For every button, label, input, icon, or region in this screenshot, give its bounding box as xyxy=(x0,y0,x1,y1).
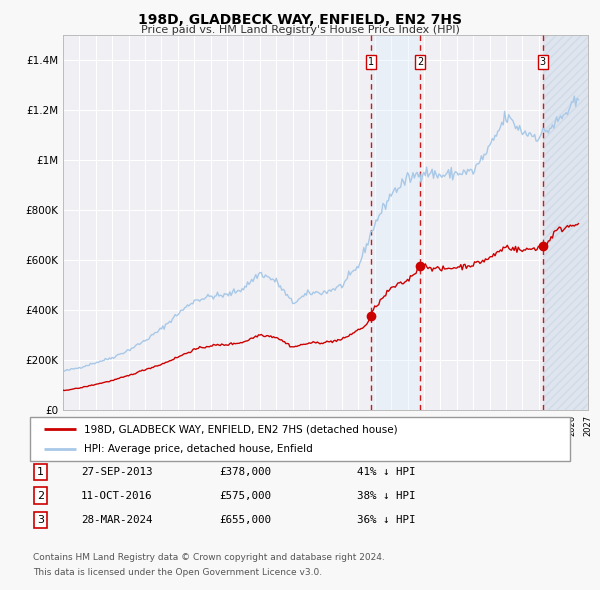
Text: 2: 2 xyxy=(417,57,424,67)
Text: HPI: Average price, detached house, Enfield: HPI: Average price, detached house, Enfi… xyxy=(84,444,313,454)
Text: Price paid vs. HM Land Registry's House Price Index (HPI): Price paid vs. HM Land Registry's House … xyxy=(140,25,460,35)
Text: 2: 2 xyxy=(37,491,44,500)
Text: 11-OCT-2016: 11-OCT-2016 xyxy=(81,491,152,500)
Bar xyxy=(543,35,588,410)
Text: 41% ↓ HPI: 41% ↓ HPI xyxy=(357,467,415,477)
Text: £655,000: £655,000 xyxy=(219,516,271,525)
Text: This data is licensed under the Open Government Licence v3.0.: This data is licensed under the Open Gov… xyxy=(33,568,322,577)
Text: 3: 3 xyxy=(540,57,546,67)
Text: £378,000: £378,000 xyxy=(219,467,271,477)
Bar xyxy=(543,35,588,410)
Text: 198D, GLADBECK WAY, ENFIELD, EN2 7HS (detached house): 198D, GLADBECK WAY, ENFIELD, EN2 7HS (de… xyxy=(84,424,398,434)
Bar xyxy=(371,35,421,410)
Text: 27-SEP-2013: 27-SEP-2013 xyxy=(81,467,152,477)
Text: Contains HM Land Registry data © Crown copyright and database right 2024.: Contains HM Land Registry data © Crown c… xyxy=(33,553,385,562)
Text: 28-MAR-2024: 28-MAR-2024 xyxy=(81,516,152,525)
Text: 3: 3 xyxy=(37,516,44,525)
Text: 38% ↓ HPI: 38% ↓ HPI xyxy=(357,491,415,500)
Text: 198D, GLADBECK WAY, ENFIELD, EN2 7HS: 198D, GLADBECK WAY, ENFIELD, EN2 7HS xyxy=(138,13,462,27)
Text: 1: 1 xyxy=(37,467,44,477)
Text: £575,000: £575,000 xyxy=(219,491,271,500)
Text: 1: 1 xyxy=(368,57,374,67)
FancyBboxPatch shape xyxy=(30,417,570,461)
Text: 36% ↓ HPI: 36% ↓ HPI xyxy=(357,516,415,525)
